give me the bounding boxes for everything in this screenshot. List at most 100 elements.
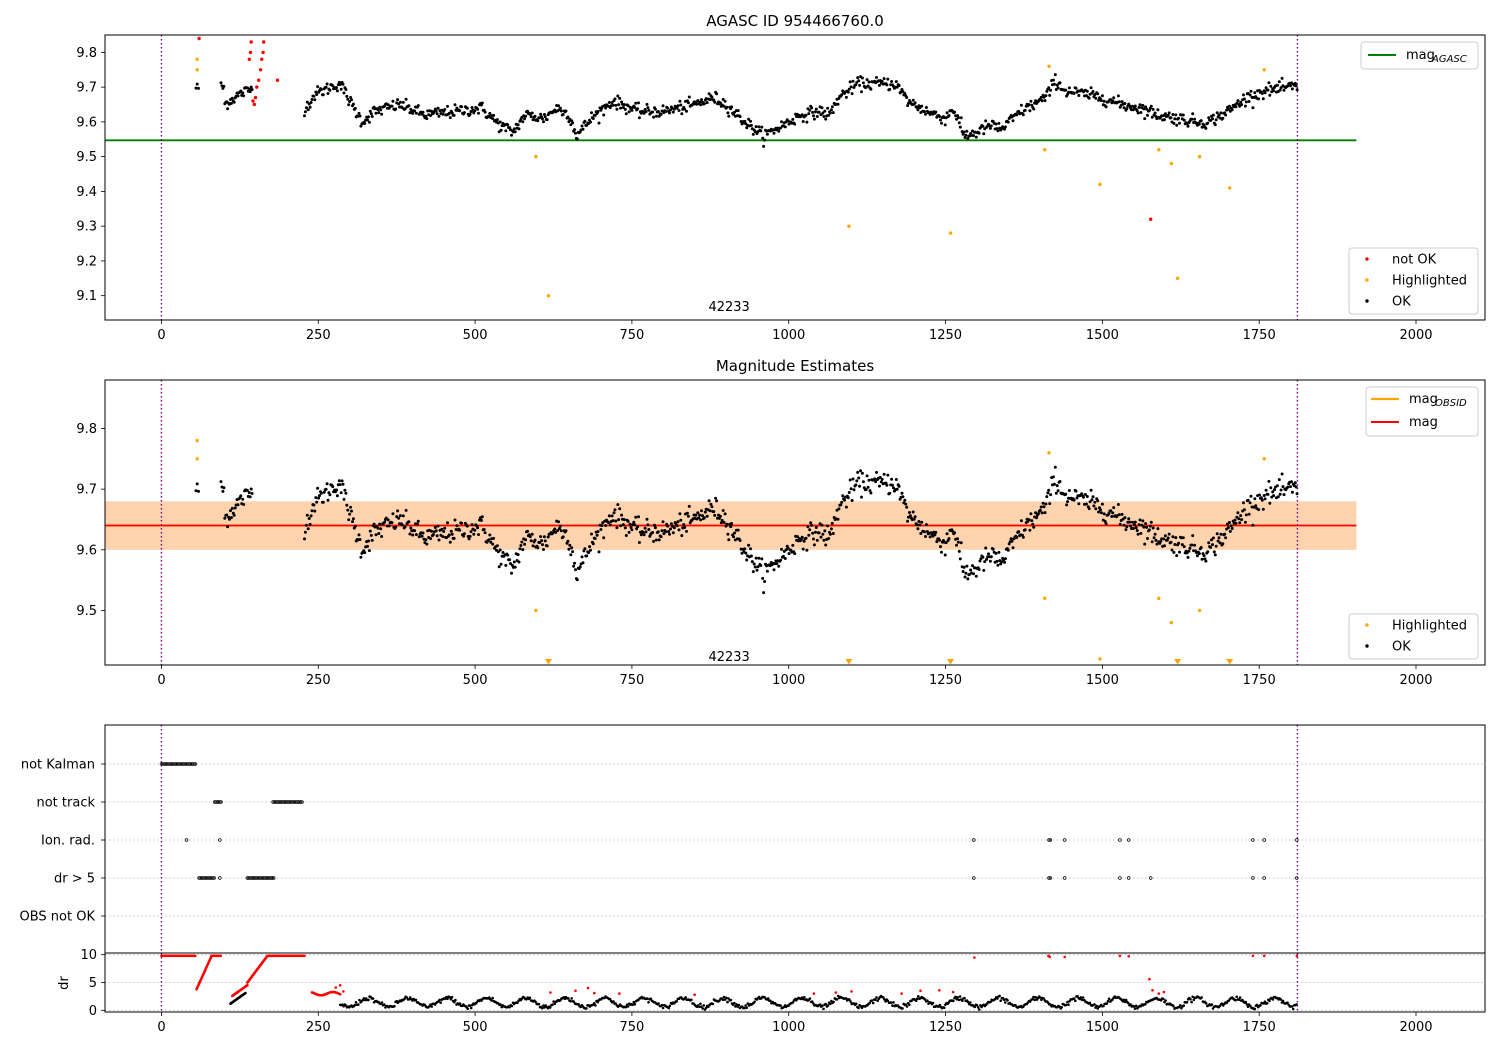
- ok-point: [358, 114, 362, 118]
- ok-point: [462, 534, 465, 538]
- ok-point: [472, 532, 476, 536]
- not-ok-point: [251, 99, 255, 103]
- ok-point: [729, 525, 733, 529]
- ok-point: [1066, 500, 1070, 504]
- dr-ok-point: [957, 998, 961, 1002]
- ok-point: [316, 486, 320, 490]
- ok-point: [719, 521, 723, 525]
- ok-point: [1042, 505, 1046, 509]
- ok-point: [239, 494, 243, 498]
- ok-point: [619, 524, 623, 528]
- dr-ok-point: [357, 1003, 360, 1006]
- ok-point: [847, 87, 851, 91]
- ok-point: [351, 102, 355, 106]
- ok-point: [908, 514, 912, 518]
- ok-point: [651, 531, 655, 534]
- ok-point: [578, 565, 582, 569]
- dr-ok-point: [993, 997, 997, 1001]
- ok-point: [583, 547, 587, 551]
- ok-point: [564, 109, 568, 113]
- highlighted-point: [1157, 148, 1161, 152]
- ok-point: [1171, 113, 1175, 116]
- ok-point: [521, 120, 525, 124]
- ok-point: [894, 80, 898, 84]
- ok-point: [506, 123, 510, 127]
- ok-point: [1047, 488, 1051, 492]
- ok-point: [707, 499, 711, 503]
- ok-point: [1207, 116, 1211, 120]
- ok-point: [1171, 535, 1175, 539]
- ok-point: [1182, 545, 1186, 549]
- ok-point: [1224, 536, 1228, 540]
- dr-ok-point: [684, 996, 687, 999]
- flag-point: [1126, 876, 1131, 880]
- dr-ok-point: [1235, 995, 1238, 999]
- ok-point: [596, 530, 600, 534]
- ok-point: [953, 110, 957, 114]
- ok-point: [1089, 488, 1093, 492]
- ok-point: [654, 114, 658, 118]
- ok-point: [620, 100, 624, 104]
- ok-point: [710, 505, 714, 509]
- ok-point: [1093, 500, 1097, 504]
- ok-point: [828, 111, 832, 115]
- ok-point: [596, 110, 600, 113]
- ok-point: [700, 509, 703, 513]
- ok-point: [1221, 542, 1225, 546]
- ok-point: [530, 111, 534, 115]
- ok-point: [820, 106, 824, 110]
- ok-point: [1186, 555, 1190, 559]
- ok-point: [959, 541, 963, 545]
- ok-point: [866, 485, 870, 489]
- ok-point: [312, 94, 316, 98]
- y-tick-label: 10: [80, 948, 97, 963]
- ok-point: [888, 87, 892, 91]
- ok-point: [398, 514, 402, 518]
- ok-point: [1102, 99, 1106, 103]
- ok-point: [411, 111, 415, 115]
- ok-point: [1163, 534, 1167, 538]
- ok-point: [448, 116, 452, 120]
- not-ok-point: [275, 78, 280, 82]
- dr-ok-point: [570, 997, 573, 1000]
- ok-point: [512, 560, 516, 564]
- ok-point: [460, 521, 464, 525]
- ok-point: [1099, 99, 1103, 103]
- ok-point: [450, 532, 454, 536]
- ok-point: [944, 541, 948, 545]
- ok-point: [314, 496, 318, 500]
- ok-point: [347, 103, 351, 107]
- ok-point: [762, 144, 766, 148]
- ok-point: [367, 115, 370, 119]
- ok-point: [1029, 512, 1033, 516]
- dr-ok-point: [914, 999, 918, 1002]
- ok-point: [675, 524, 679, 528]
- ok-point: [587, 551, 591, 555]
- ok-point: [1269, 84, 1273, 88]
- ok-point: [387, 524, 391, 528]
- ok-point: [780, 547, 783, 551]
- ok-point: [443, 108, 447, 111]
- ok-point: [738, 539, 742, 542]
- dr-ok-point: [718, 999, 721, 1002]
- ok-point: [581, 127, 585, 131]
- ok-point: [1211, 536, 1215, 540]
- ok-point: [194, 86, 198, 90]
- dr-ok-point: [353, 1003, 357, 1007]
- ok-point: [314, 90, 318, 94]
- dr-not-ok-point: [618, 992, 621, 995]
- ok-point: [854, 483, 858, 487]
- ok-point: [538, 541, 542, 545]
- ok-point: [1055, 484, 1059, 488]
- ok-point: [379, 108, 383, 112]
- ok-point: [1123, 102, 1127, 105]
- ok-point: [590, 111, 593, 115]
- dr-ok-point: [779, 1004, 782, 1007]
- dr-ok-point: [729, 998, 733, 1002]
- ok-point: [720, 518, 724, 522]
- ok-point: [897, 84, 901, 87]
- ok-point: [1136, 111, 1140, 115]
- ok-point: [1175, 123, 1179, 127]
- not-ok-point: [261, 50, 265, 55]
- ok-point: [744, 551, 748, 555]
